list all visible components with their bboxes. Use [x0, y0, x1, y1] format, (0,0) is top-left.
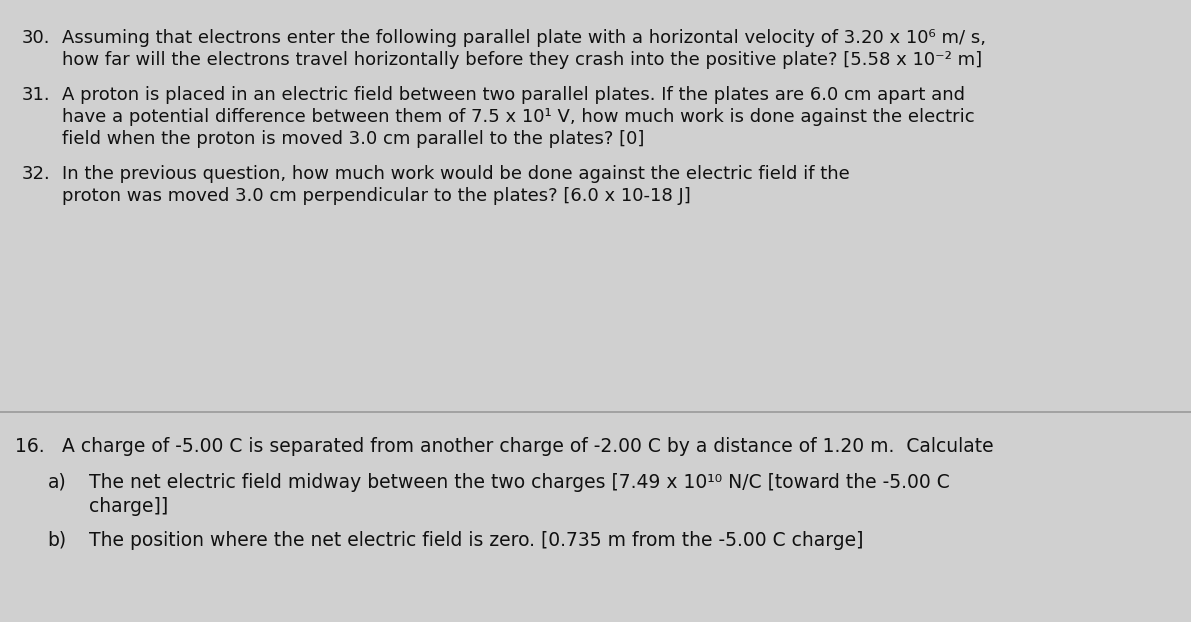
Text: A charge of -5.00 C is separated from another charge of -2.00 C by a distance of: A charge of -5.00 C is separated from an…	[62, 437, 993, 456]
Text: b): b)	[48, 531, 67, 550]
Text: Assuming that electrons enter the following parallel plate with a horizontal vel: Assuming that electrons enter the follow…	[62, 29, 986, 47]
Text: A proton is placed in an electric field between two parallel plates. If the plat: A proton is placed in an electric field …	[62, 86, 965, 104]
Text: In the previous question, how much work would be done against the electric field: In the previous question, how much work …	[62, 165, 849, 183]
Text: how far will the electrons travel horizontally before they crash into the positi: how far will the electrons travel horizo…	[62, 51, 983, 69]
Text: 30.: 30.	[21, 29, 50, 47]
Text: proton was moved 3.0 cm perpendicular to the plates? [6.0 x 10-18 J]: proton was moved 3.0 cm perpendicular to…	[62, 187, 691, 205]
Text: The net electric field midway between the two charges [7.49 x 10¹⁰ N/C [toward t: The net electric field midway between th…	[89, 473, 950, 492]
Text: field when the proton is moved 3.0 cm parallel to the plates? [0]: field when the proton is moved 3.0 cm pa…	[62, 130, 644, 148]
Text: charge]]: charge]]	[89, 497, 169, 516]
Text: 32.: 32.	[21, 165, 50, 183]
Text: The position where the net electric field is zero. [0.735 m from the -5.00 C cha: The position where the net electric fiel…	[89, 531, 863, 550]
Text: 31.: 31.	[21, 86, 50, 104]
Text: have a potential difference between them of 7.5 x 10¹ V, how much work is done a: have a potential difference between them…	[62, 108, 974, 126]
Text: 16.: 16.	[15, 437, 45, 456]
Text: a): a)	[48, 473, 67, 492]
